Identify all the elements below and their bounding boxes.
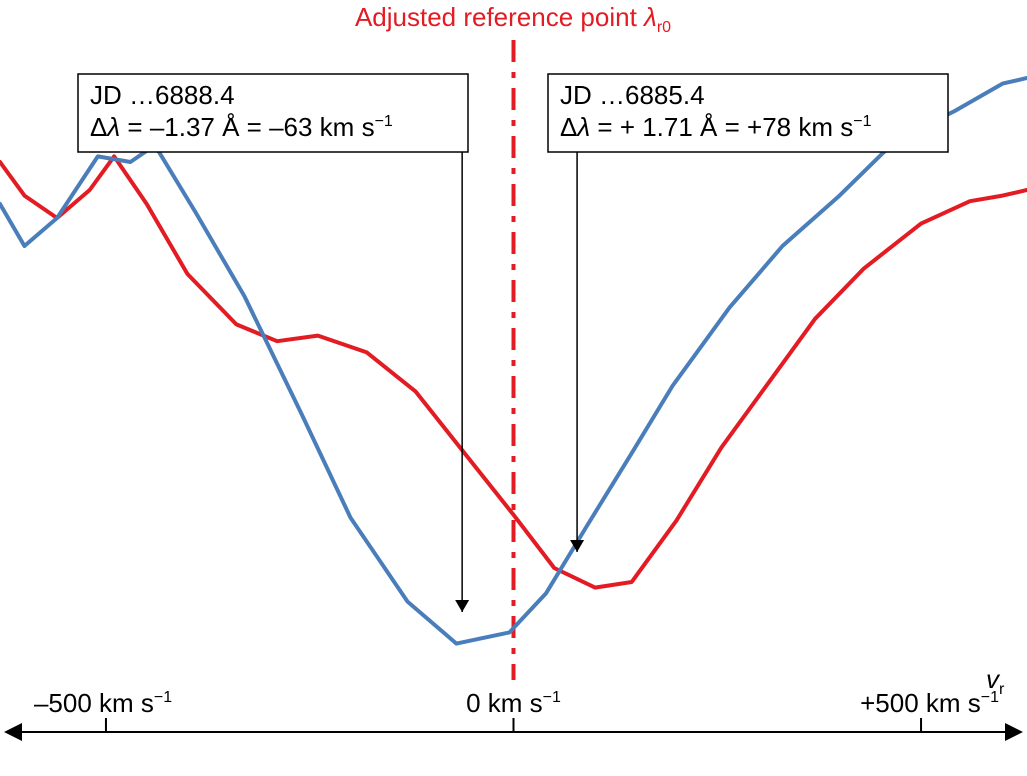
x-axis-arrow-right bbox=[1005, 723, 1023, 741]
annotation-red-line2: Δλ = + 1.71 Å = +78 km s−1 bbox=[560, 112, 872, 142]
x-tick-label: +500 km s−1 bbox=[860, 688, 999, 718]
x-tick-label: –500 km s−1 bbox=[34, 688, 172, 718]
spectral-line-chart: Adjusted reference point λr0JD …6888.4Δλ… bbox=[0, 0, 1027, 776]
x-axis-variable-label: vr bbox=[986, 664, 1005, 698]
annotation-blue-line2: Δλ = –1.37 Å = –63 km s−1 bbox=[90, 112, 393, 142]
chart-title: Adjusted reference point λr0 bbox=[355, 2, 671, 36]
annotation-red-line1: JD …6885.4 bbox=[560, 80, 705, 110]
annotation-blue-arrow-head bbox=[455, 600, 469, 612]
annotation-blue-line1: JD …6888.4 bbox=[90, 80, 235, 110]
x-tick-label: 0 km s−1 bbox=[466, 688, 561, 718]
x-axis-arrow-left bbox=[4, 723, 22, 741]
